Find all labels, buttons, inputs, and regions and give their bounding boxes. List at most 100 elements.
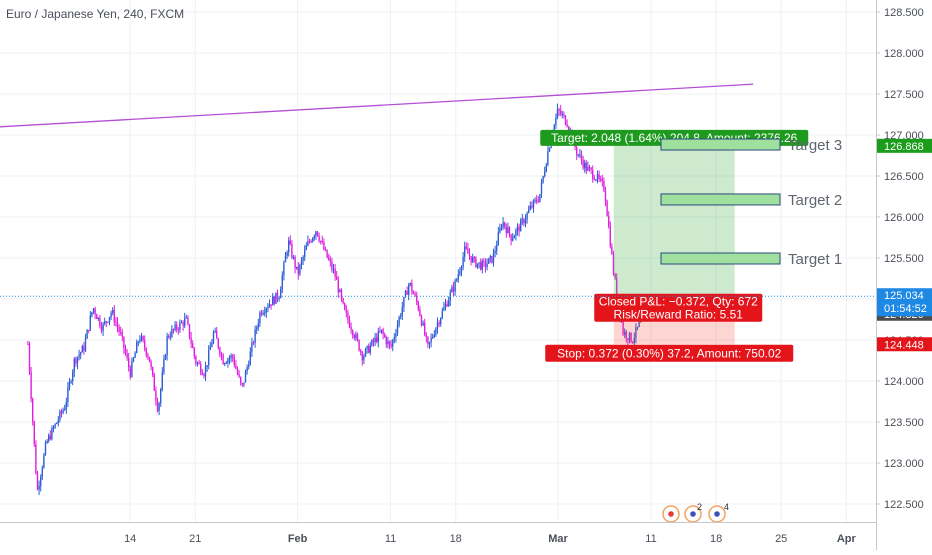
candle-body bbox=[40, 476, 42, 487]
candle-body bbox=[46, 440, 48, 444]
candle-body bbox=[638, 322, 640, 327]
candle-body bbox=[384, 334, 386, 338]
candle-body bbox=[121, 332, 123, 337]
candle-body bbox=[472, 257, 474, 263]
candle-body bbox=[300, 260, 303, 265]
candle-body bbox=[59, 411, 61, 420]
candle-body bbox=[321, 241, 323, 243]
candle-body bbox=[560, 110, 562, 115]
time-axis[interactable]: 14 21 Feb 11 18 Mar 11 18 25 Apr bbox=[0, 522, 876, 550]
candle-body bbox=[417, 302, 419, 310]
candle-body bbox=[160, 389, 162, 404]
target-box[interactable] bbox=[660, 193, 781, 206]
target-boxes[interactable]: Target 1 Target 2 Target 3 bbox=[660, 137, 842, 268]
target-box[interactable] bbox=[660, 252, 781, 265]
candle-body bbox=[403, 297, 405, 308]
candle-body bbox=[49, 435, 51, 440]
candle-body bbox=[91, 312, 93, 316]
candle-body bbox=[523, 219, 525, 224]
candle-body bbox=[256, 327, 258, 330]
candle-body bbox=[441, 310, 443, 319]
candle-body bbox=[500, 227, 503, 229]
candle-body bbox=[219, 347, 221, 355]
candle-body bbox=[395, 333, 397, 338]
candle-body bbox=[590, 167, 592, 170]
candle-body bbox=[382, 329, 384, 335]
candle-body bbox=[43, 454, 45, 468]
candle-body bbox=[595, 179, 597, 181]
candle-body bbox=[241, 383, 243, 385]
x-tick-label: 14 bbox=[124, 533, 136, 545]
candle-body bbox=[73, 358, 75, 372]
candle-body bbox=[612, 254, 615, 274]
candle-body bbox=[393, 337, 395, 341]
candle-body bbox=[512, 238, 514, 241]
candle-body bbox=[134, 353, 136, 358]
closed-pnl-label-bg bbox=[594, 293, 763, 322]
candle-body bbox=[128, 358, 130, 368]
closed-pnl-label: Closed P&L: −0.372, Qty: 672Risk/Reward … bbox=[594, 293, 763, 322]
candle-body bbox=[576, 146, 578, 155]
candle-body bbox=[118, 327, 120, 332]
candle-body bbox=[593, 178, 595, 180]
candle-body bbox=[539, 194, 541, 202]
candle-body bbox=[139, 339, 141, 342]
candle-body bbox=[232, 355, 234, 358]
candle-body bbox=[174, 324, 176, 330]
candle-body bbox=[97, 317, 99, 319]
candle-body bbox=[380, 329, 383, 332]
candle-body bbox=[331, 261, 333, 270]
profit-zone[interactable] bbox=[613, 145, 735, 314]
candle-body bbox=[172, 329, 175, 331]
candle-body bbox=[72, 371, 74, 382]
price-axis[interactable]: 122.500123.000123.500124.000124.500125.0… bbox=[876, 0, 932, 550]
candle-body bbox=[553, 124, 555, 135]
candle-body bbox=[220, 354, 223, 356]
current-price-tag bbox=[877, 288, 932, 317]
candle-body bbox=[484, 261, 487, 267]
candle-body bbox=[532, 200, 535, 208]
candle-body bbox=[592, 169, 594, 179]
event-count: 2 bbox=[697, 502, 702, 512]
candle-body bbox=[110, 312, 112, 317]
candle-body bbox=[476, 263, 479, 268]
candle-body bbox=[364, 349, 367, 357]
candle-body bbox=[310, 241, 312, 243]
candle-body bbox=[233, 357, 235, 366]
candle-body bbox=[283, 262, 285, 276]
candle-body bbox=[44, 443, 47, 455]
y-tick-label: 123.500 bbox=[884, 417, 924, 429]
candle-body bbox=[51, 428, 53, 440]
candle-body bbox=[353, 335, 355, 338]
candle-body bbox=[329, 259, 331, 262]
candle-body bbox=[462, 256, 464, 267]
candle-body bbox=[513, 235, 515, 239]
trendline[interactable] bbox=[0, 83, 754, 128]
trendline-layer[interactable] bbox=[0, 83, 754, 128]
candle-body bbox=[176, 324, 178, 330]
candle-body bbox=[499, 227, 501, 233]
candle-body bbox=[348, 319, 351, 328]
candle-body bbox=[483, 260, 485, 262]
candle-body bbox=[68, 381, 71, 388]
x-tick-label: 25 bbox=[775, 533, 787, 545]
y-tick-label: 127.500 bbox=[884, 89, 924, 101]
candle-body bbox=[113, 310, 115, 323]
candle-body bbox=[315, 231, 317, 236]
candle-body bbox=[497, 232, 499, 246]
candle-body bbox=[371, 340, 373, 346]
candle-body bbox=[142, 336, 144, 341]
candle-body bbox=[164, 355, 167, 360]
candle-body bbox=[468, 253, 471, 257]
long-position-tool[interactable]: Target: 2.048 (1.64%) 204.8, Amount: 237… bbox=[540, 129, 809, 362]
candle-body bbox=[137, 341, 139, 343]
candle-body bbox=[240, 376, 242, 384]
candle-body bbox=[36, 473, 39, 490]
candle-body bbox=[153, 374, 155, 391]
candle-body bbox=[508, 227, 511, 235]
target-box[interactable] bbox=[660, 138, 781, 151]
candle-body bbox=[228, 358, 231, 360]
